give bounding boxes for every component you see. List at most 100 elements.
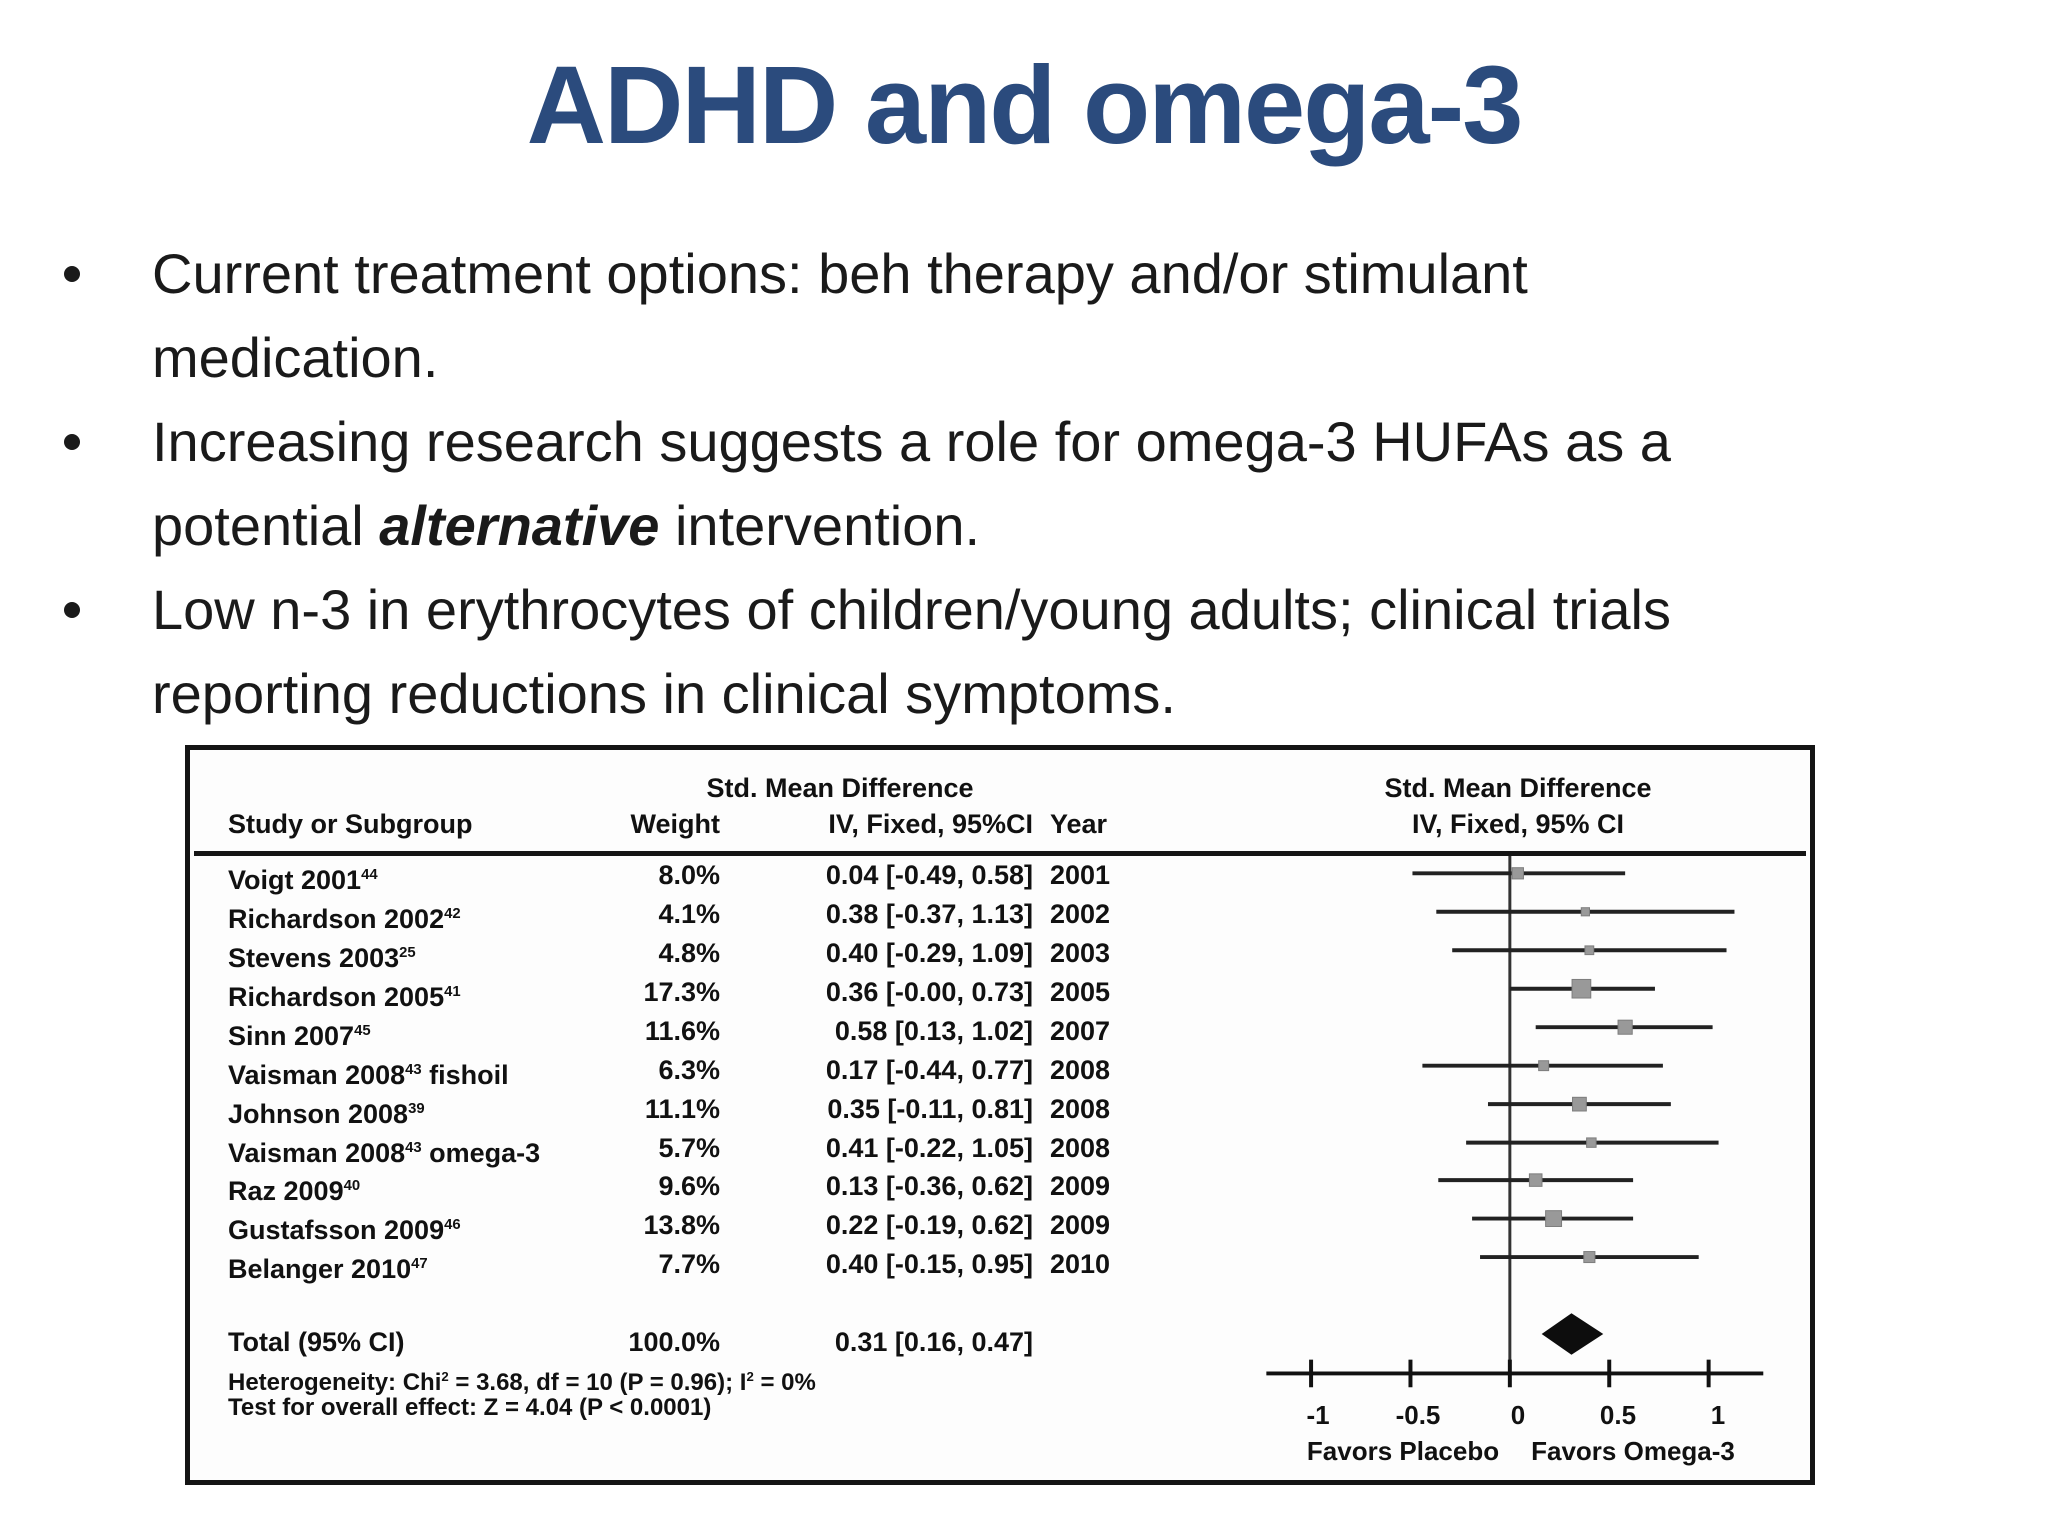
year-value: 2008 — [1050, 1094, 1111, 1124]
bullet-line: medication. — [152, 326, 439, 389]
study-name: Sinn 200745 — [228, 1021, 371, 1051]
table-row: Vaisman 200843 fishoil 6.3% 0.17 [-0.44, 0… — [190, 1051, 1820, 1090]
weight-value: 11.6% — [644, 1016, 720, 1046]
reference-superscript: 45 — [354, 1023, 371, 1039]
table-row: Stevens 200325 4.8% 0.40 [-0.29, 1.09] 2003 — [190, 934, 1820, 973]
ci-value: 0.13 [-0.36, 0.62] — [825, 1171, 1033, 1201]
favors-left-label: Favors Placebo — [1306, 1436, 1500, 1466]
table-row: Richardson 200541 17.3% 0.36 [-0.00, 0.73]… — [190, 973, 1820, 1012]
ci-value: 0.22 [-0.19, 0.62] — [825, 1210, 1033, 1240]
overall-effect-note: Test for overall effect: Z = 4.04 (P < 0… — [228, 1394, 712, 1421]
weight-value: 11.1% — [644, 1094, 720, 1124]
bullet-line: Increasing research suggests a role for … — [152, 410, 1671, 473]
bullet-line: reporting reductions in clinical symptom… — [152, 662, 1176, 725]
forest-plot-figure: Std. Mean Difference Study or Subgroup W… — [185, 745, 1815, 1485]
ci-value: 0.04 [-0.49, 0.58] — [825, 860, 1033, 890]
reference-superscript: 42 — [444, 906, 461, 922]
year-value: 2007 — [1050, 1016, 1111, 1046]
reference-superscript: 43 — [405, 1062, 422, 1078]
study-name: Vaisman 200843 fishoil — [228, 1060, 509, 1090]
study-name: Johnson 200839 — [228, 1099, 425, 1129]
mean-marker — [1583, 1251, 1596, 1264]
axis-tick-label: 1 — [1710, 1400, 1726, 1430]
study-name: Gustafsson 200946 — [228, 1215, 461, 1245]
table-row: Johnson 200839 11.1% 0.35 [-0.11, 0.81] 200… — [190, 1090, 1820, 1129]
bullet-item: Increasing research suggests a role for … — [60, 400, 2018, 568]
ci-value: 0.40 [-0.15, 0.95] — [825, 1249, 1033, 1279]
year-value: 2005 — [1050, 977, 1111, 1007]
study-name: Vaisman 200843 omega-3 — [228, 1138, 541, 1168]
axis-tick-label: -1 — [1306, 1400, 1330, 1430]
total-label: Total (95% CI) — [228, 1327, 405, 1357]
table-row: Belanger 201047 7.7% 0.40 [-0.15, 0.95] 201… — [190, 1245, 1820, 1284]
summary-diamond — [1541, 1313, 1604, 1355]
year-value: 2002 — [1050, 899, 1111, 929]
bullet-line: Low n-3 in erythrocytes of children/youn… — [152, 578, 1671, 641]
column-header-weight: Weight — [630, 809, 721, 839]
weight-value: 5.7% — [658, 1133, 720, 1163]
ci-value: 0.35 [-0.11, 0.81] — [827, 1094, 1033, 1124]
mean-marker — [1580, 907, 1590, 917]
mean-marker — [1571, 978, 1592, 999]
weight-value: 4.1% — [658, 899, 720, 929]
favors-right-label: Favors Omega-3 — [1531, 1436, 1735, 1466]
mean-marker — [1545, 1210, 1563, 1227]
mean-marker — [1584, 945, 1595, 956]
ci-value: 0.41 [-0.22, 1.05] — [825, 1133, 1033, 1163]
column-header-smd-left: Std. Mean Difference — [706, 773, 974, 803]
bullet-line: potential alternative intervention. — [152, 494, 981, 557]
column-header-year: Year — [1050, 809, 1108, 839]
study-name: Raz 200940 — [228, 1176, 361, 1206]
heterogeneity-note: Heterogeneity: Chi2 = 3.68, df = 10 (P =… — [228, 1369, 816, 1396]
table-row: Gustafsson 200946 13.8% 0.22 [-0.19, 0.62]… — [190, 1206, 1820, 1245]
mean-marker — [1528, 1173, 1543, 1187]
reference-superscript: 40 — [343, 1178, 361, 1194]
reference-superscript: 47 — [411, 1256, 428, 1272]
mean-marker — [1511, 867, 1524, 880]
page-title: ADHD and omega-3 — [526, 44, 1524, 167]
study-name: Richardson 200242 — [228, 904, 461, 934]
reference-superscript: 25 — [399, 945, 416, 961]
mean-marker — [1572, 1096, 1587, 1112]
bullet-line: Current treatment options: beh therapy a… — [152, 242, 1528, 305]
emphasized-word: alternative — [379, 494, 660, 557]
total-weight: 100.0% — [628, 1327, 720, 1357]
bullet-dot-icon — [64, 602, 80, 618]
year-value: 2010 — [1050, 1249, 1111, 1279]
bullet-item: Current treatment options: beh therapy a… — [60, 232, 2018, 400]
study-name: Voigt 200144 — [228, 865, 378, 895]
table-row: Richardson 200242 4.1% 0.38 [-0.37, 1.13] 2… — [190, 895, 1820, 934]
year-value: 2001 — [1050, 860, 1111, 890]
year-value: 2003 — [1050, 938, 1111, 968]
reference-superscript: 39 — [408, 1101, 425, 1117]
table-row: Raz 200940 9.6% 0.13 [-0.36, 0.62] 2009 — [190, 1167, 1820, 1206]
weight-value: 7.7% — [658, 1249, 720, 1279]
total-row: Total (95% CI) 100.0% 0.31 [0.16, 0.47] — [190, 1323, 1820, 1361]
reference-superscript: 43 — [405, 1140, 422, 1156]
study-name: Stevens 200325 — [228, 943, 416, 973]
weight-value: 4.8% — [658, 938, 720, 968]
weight-value: 13.8% — [643, 1210, 720, 1240]
mean-marker — [1538, 1060, 1550, 1072]
bullet-item: Low n-3 in erythrocytes of children/youn… — [60, 568, 2018, 736]
axis-tick-label: -0.5 — [1395, 1400, 1441, 1430]
weight-value: 6.3% — [658, 1055, 720, 1085]
table-row: Voigt 200144 8.0% 0.04 [-0.49, 0.58] 2001 — [190, 856, 1820, 895]
axis-tick-label: 0 — [1510, 1400, 1526, 1430]
study-name: Richardson 200541 — [228, 982, 461, 1012]
weight-value: 8.0% — [658, 860, 720, 890]
bullet-dot-icon — [64, 266, 80, 282]
year-value: 2009 — [1050, 1210, 1111, 1240]
axis-tick-label: 0.5 — [1599, 1400, 1637, 1430]
study-name: Belanger 201047 — [228, 1254, 428, 1284]
column-header-ci-right: IV, Fixed, 95% CI — [1411, 809, 1625, 839]
table-row: Sinn 200745 11.6% 0.58 [0.13, 1.02] 2007 — [190, 1012, 1820, 1051]
column-header-smd-right: Std. Mean Difference — [1384, 773, 1652, 803]
reference-superscript: 41 — [444, 984, 461, 1000]
reference-superscript: 44 — [361, 867, 378, 883]
mean-marker — [1586, 1137, 1597, 1148]
table-row: Vaisman 200843 omega-3 5.7% 0.41 [-0.22, 1… — [190, 1129, 1820, 1168]
weight-value: 17.3% — [643, 977, 720, 1007]
forest-plot-svg — [1266, 851, 1764, 1388]
